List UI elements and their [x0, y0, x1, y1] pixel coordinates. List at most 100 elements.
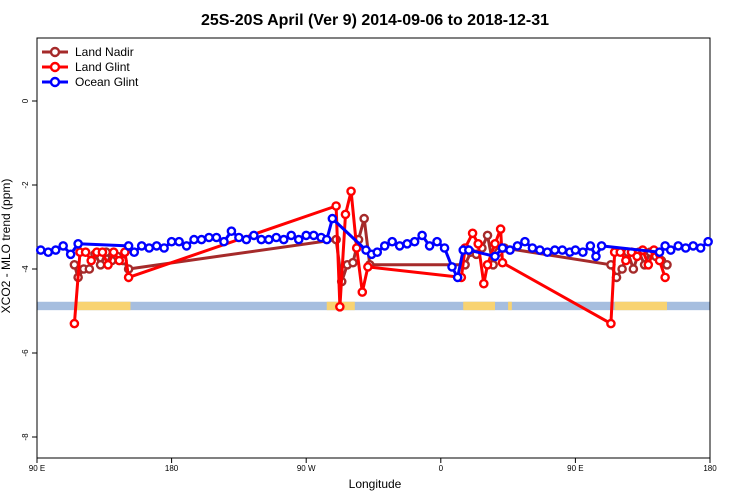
data-point	[402, 238, 412, 249]
data-point	[174, 236, 184, 247]
data-point	[591, 251, 601, 262]
data-point	[114, 255, 125, 266]
data-point	[464, 245, 474, 255]
series-ocean-glint	[35, 213, 713, 283]
data-point	[196, 234, 207, 245]
y-tick-label: -4	[21, 265, 30, 273]
data-point	[73, 238, 83, 249]
data-point	[211, 232, 222, 243]
data-point	[557, 245, 568, 255]
data-point	[136, 241, 147, 251]
data-point	[359, 213, 369, 224]
data-point	[234, 232, 244, 243]
data-point	[617, 264, 627, 274]
data-point	[50, 245, 61, 255]
data-point	[256, 234, 267, 245]
data-point	[482, 259, 493, 270]
data-point	[123, 272, 134, 283]
x-axis-label: Longitude	[349, 477, 402, 491]
data-point	[219, 236, 229, 247]
data-point	[159, 243, 169, 253]
legend-marker	[49, 46, 61, 58]
x-tick-label: 90 W	[297, 464, 316, 473]
data-point	[497, 257, 508, 268]
land-band-segment	[74, 301, 131, 311]
data-point	[654, 255, 665, 266]
data-point	[379, 241, 390, 251]
data-point	[478, 278, 489, 289]
data-point	[621, 255, 631, 266]
legend-label: Ocean Glint	[75, 75, 139, 89]
data-point	[301, 230, 312, 241]
data-point	[467, 228, 478, 239]
data-point	[348, 257, 358, 268]
data-point	[69, 259, 80, 270]
data-point	[86, 255, 97, 266]
data-point	[331, 201, 341, 211]
data-point	[452, 272, 463, 283]
chart-title: 25S-20S April (Ver 9) 2014-09-06 to 2018…	[201, 12, 549, 29]
data-point	[327, 213, 338, 224]
data-point	[204, 232, 214, 243]
data-point	[144, 243, 154, 253]
data-point	[372, 247, 383, 257]
legend-marker	[49, 76, 61, 88]
data-point	[351, 243, 362, 253]
data-point	[695, 243, 706, 253]
data-point	[643, 259, 654, 270]
data-point	[512, 241, 523, 251]
x-tick-label: 90 E	[29, 464, 45, 473]
data-point	[473, 238, 483, 249]
data-point	[505, 245, 515, 255]
data-point	[108, 247, 119, 257]
data-point	[482, 230, 493, 241]
ocean-band	[37, 301, 710, 311]
data-point	[241, 234, 252, 245]
legend-marker	[49, 61, 61, 73]
data-point	[688, 241, 698, 251]
data-point	[84, 264, 95, 274]
data-point	[340, 209, 351, 220]
data-point	[394, 241, 405, 251]
data-point	[335, 301, 345, 312]
data-point	[129, 247, 140, 257]
data-point	[628, 264, 639, 274]
data-point	[181, 241, 192, 251]
legend-label: Land Glint	[75, 60, 130, 74]
data-point	[363, 262, 373, 272]
data-point	[58, 241, 68, 251]
data-point	[490, 238, 500, 249]
data-point	[249, 230, 259, 241]
land-band-segment	[508, 301, 512, 311]
data-point	[703, 236, 713, 247]
data-point	[665, 245, 676, 255]
data-point	[166, 236, 177, 247]
data-point	[226, 226, 237, 236]
data-point	[69, 318, 80, 329]
data-point	[346, 186, 356, 197]
data-point	[424, 241, 435, 251]
data-point	[35, 245, 46, 255]
data-point	[432, 236, 442, 247]
data-point	[103, 259, 113, 270]
data-point	[490, 251, 500, 262]
x-tick-label: 180	[703, 464, 717, 473]
x-tick-label: 180	[165, 464, 179, 473]
data-point	[286, 230, 297, 241]
data-point	[409, 236, 420, 247]
x-tick-label: 0	[439, 464, 444, 473]
data-point	[189, 234, 199, 245]
data-point	[520, 236, 530, 247]
data-point	[497, 243, 508, 253]
data-point	[527, 243, 538, 253]
data-point	[264, 234, 274, 245]
data-point	[535, 245, 545, 255]
data-point	[321, 234, 332, 245]
data-point	[680, 243, 691, 253]
series-layer	[35, 186, 713, 329]
y-axis-label: XCO2 - MLO trend (ppm)	[0, 179, 13, 314]
data-point	[570, 245, 581, 255]
data-point	[293, 234, 304, 245]
data-point	[387, 236, 397, 247]
